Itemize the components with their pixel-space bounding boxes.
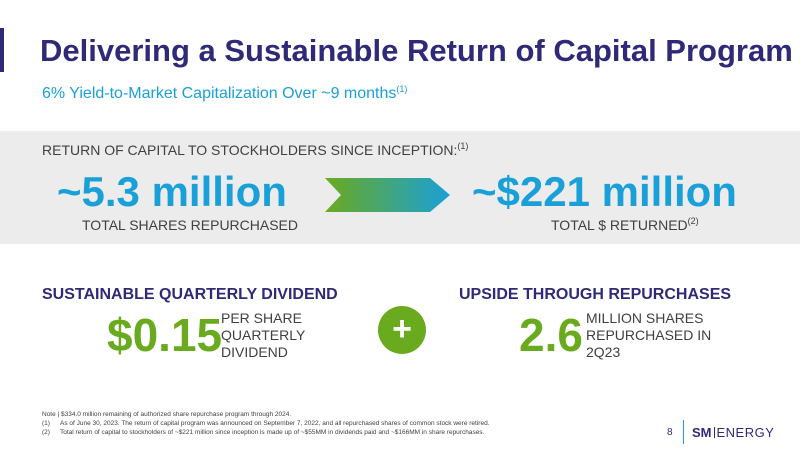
repurchases-heading: UPSIDE THROUGH REPURCHASES (459, 286, 732, 303)
plus-icon: + (378, 306, 426, 354)
footnotes: Note | $334.0 million remaining of autho… (42, 410, 490, 437)
page-title: Delivering a Sustainable Return of Capit… (40, 33, 793, 68)
repurchases-value: 2.6 (519, 309, 583, 361)
footnote-note: Note | $334.0 million remaining of autho… (42, 411, 292, 418)
shares-repurchased-value: ~5.3 million (57, 168, 287, 215)
gradient-arrow-icon (325, 178, 450, 212)
footnote-1: (1) As of June 30, 2023. The return of ca… (42, 420, 490, 427)
dividend-value: $0.15 (107, 309, 223, 361)
dividend-description: PER SHARE QUARTERLY DIVIDEND (221, 310, 306, 360)
shares-repurchased-caption: TOTAL SHARES REPURCHASED (82, 217, 299, 233)
company-logo: SM ENERGY (692, 425, 775, 440)
repurchases-description: MILLION SHARES REPURCHASED IN 2Q23 (586, 310, 712, 360)
footnote-2: (2) Total return of capital to stockholde… (42, 429, 485, 436)
return-heading: RETURN OF CAPITAL TO STOCKHOLDERS SINCE … (42, 141, 469, 158)
total-returned-value: ~$221 million (472, 168, 737, 215)
footer-divider (683, 420, 684, 444)
title-accent-bar (0, 28, 4, 72)
total-returned-caption: TOTAL $ RETURNED(2) (551, 216, 699, 233)
page-number: 8 (667, 427, 673, 438)
page-subtitle: 6% Yield-to-Market Capitalization Over ~… (42, 84, 408, 102)
dividend-heading: SUSTAINABLE QUARTERLY DIVIDEND (42, 286, 338, 303)
